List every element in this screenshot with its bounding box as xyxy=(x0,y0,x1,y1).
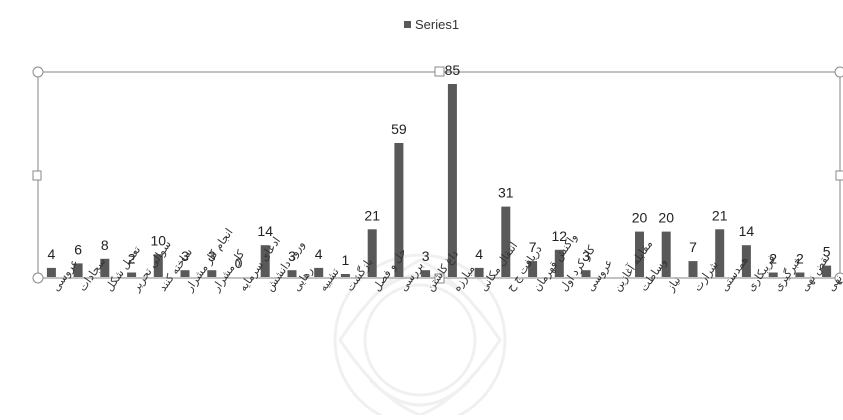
bar xyxy=(73,263,83,277)
data-label: 31 xyxy=(498,185,514,201)
bar xyxy=(741,245,751,277)
category-label: رهایی xyxy=(291,265,316,294)
bar xyxy=(688,261,698,277)
bar xyxy=(153,254,163,277)
bar xyxy=(528,261,538,277)
legend: Series1 xyxy=(404,17,459,32)
data-label: 10 xyxy=(151,232,167,248)
handle-left-middle[interactable] xyxy=(32,170,42,181)
data-label: 3 xyxy=(582,248,590,264)
handle-bottom-middle[interactable] xyxy=(434,273,445,284)
bar xyxy=(100,258,110,277)
data-label: 2 xyxy=(128,251,136,267)
bar xyxy=(635,231,644,277)
data-label: 0 xyxy=(235,255,243,271)
data-label: 1 xyxy=(342,252,350,268)
data-label: 4 xyxy=(48,246,56,262)
data-label: 59 xyxy=(391,121,407,137)
bar xyxy=(822,265,832,277)
bar xyxy=(501,206,511,277)
bar xyxy=(474,267,484,277)
bar xyxy=(340,274,350,277)
bar xyxy=(287,270,297,277)
data-label: 20 xyxy=(632,210,648,226)
data-label: 2 xyxy=(796,251,804,267)
data-label: 6 xyxy=(74,241,82,257)
data-label: 3 xyxy=(208,248,216,264)
data-label: 14 xyxy=(739,223,755,239)
data-label: 2 xyxy=(769,251,777,267)
bar xyxy=(367,229,377,277)
data-label: 85 xyxy=(445,62,461,78)
value-labels-group: 4 6 8 2 10 3 3 0 14 3 4 1 21 59 3 85 4 31 7 12 3 20 20 7 21 14 2 2 5 xyxy=(48,62,831,271)
data-label: 7 xyxy=(529,239,537,255)
bar xyxy=(661,231,671,277)
data-label: 20 xyxy=(658,210,674,226)
bar xyxy=(260,245,270,277)
data-label: 14 xyxy=(257,223,273,239)
handle-top-middle[interactable] xyxy=(434,66,445,77)
data-label: 5 xyxy=(823,244,831,260)
data-label: 4 xyxy=(315,246,323,262)
bar xyxy=(421,270,431,277)
data-label: 3 xyxy=(422,248,430,264)
handle-top-left[interactable] xyxy=(32,66,44,78)
data-label: 3 xyxy=(181,248,189,264)
handle-right-middle[interactable] xyxy=(835,170,843,181)
handle-top-right[interactable] xyxy=(834,66,843,78)
bar xyxy=(127,272,137,277)
legend-swatch xyxy=(404,21,411,28)
data-label: 7 xyxy=(689,239,697,255)
bar xyxy=(447,84,457,277)
data-label: 12 xyxy=(552,228,568,244)
handle-bottom-left[interactable] xyxy=(32,272,44,284)
data-label: 21 xyxy=(712,207,728,223)
handle-bottom-right[interactable] xyxy=(834,272,843,284)
bar xyxy=(795,272,805,277)
data-label: 8 xyxy=(101,237,109,253)
data-label: 3 xyxy=(288,248,296,264)
bars-group xyxy=(46,84,832,277)
bar xyxy=(180,270,190,277)
bar xyxy=(46,267,56,277)
legend-label: Series1 xyxy=(415,17,460,32)
selection-handles[interactable] xyxy=(32,66,843,284)
bar xyxy=(394,143,404,277)
bar xyxy=(554,249,564,277)
data-label: 21 xyxy=(364,207,380,223)
data-label: 4 xyxy=(475,246,483,262)
bar xyxy=(715,229,725,277)
bar xyxy=(581,270,591,277)
bar xyxy=(768,272,778,277)
bar xyxy=(314,267,324,277)
bar xyxy=(207,270,217,277)
